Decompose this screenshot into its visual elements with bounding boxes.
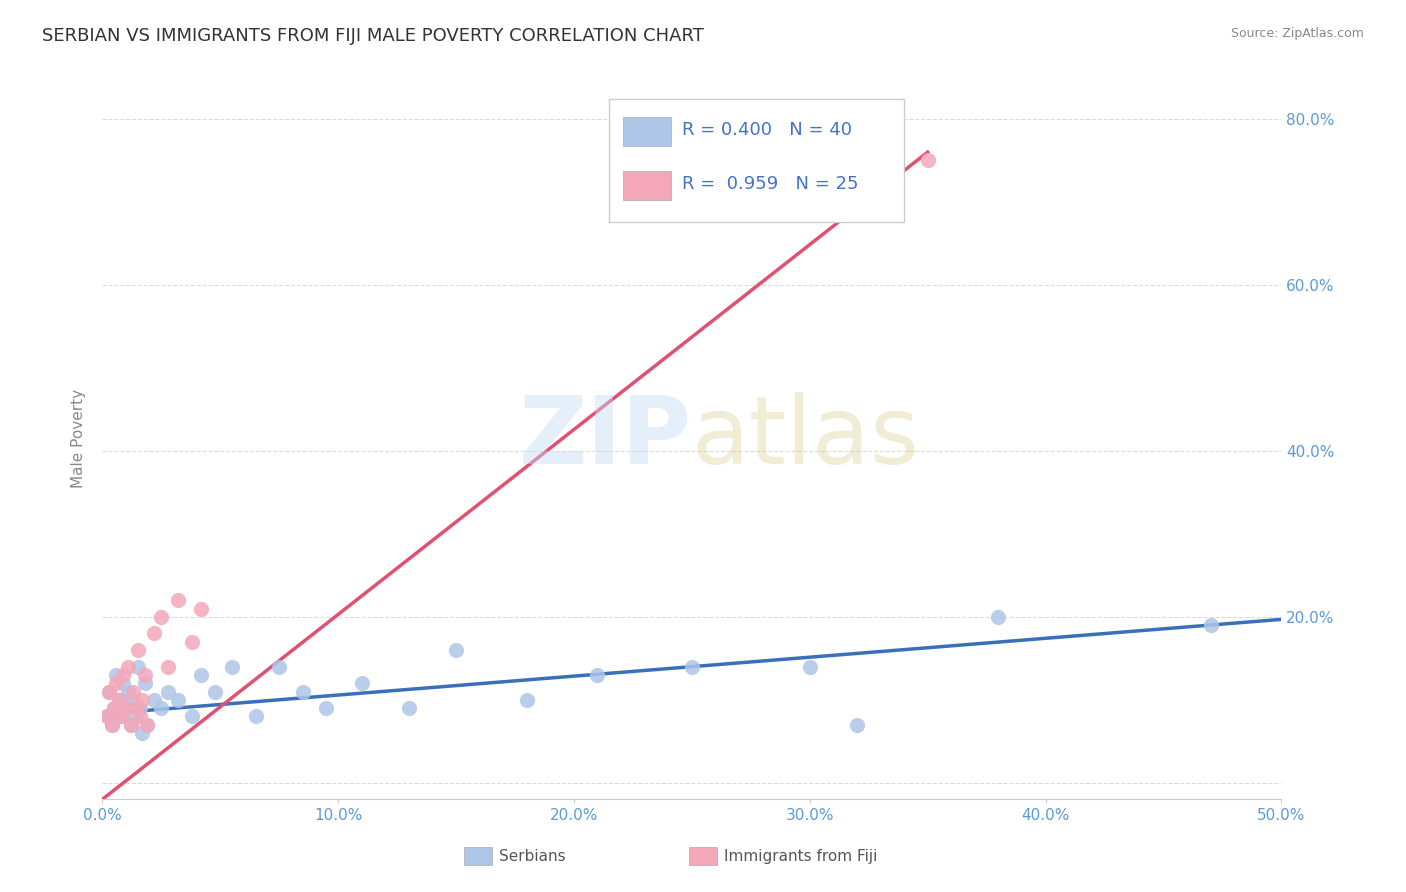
Point: [398, 701, 420, 715]
Point: [134, 668, 156, 682]
Point: [129, 701, 152, 715]
Point: [124, 701, 146, 715]
Point: [124, 709, 146, 723]
Point: [180, 709, 202, 723]
Point: [143, 626, 166, 640]
Point: [516, 693, 538, 707]
FancyBboxPatch shape: [623, 171, 671, 200]
Text: Serbians: Serbians: [499, 849, 565, 863]
Point: [122, 684, 145, 698]
Point: [845, 718, 868, 732]
Point: [180, 634, 202, 648]
Point: [129, 709, 152, 723]
Point: [107, 693, 129, 707]
Point: [131, 693, 153, 707]
Point: [110, 709, 132, 723]
Point: [190, 601, 212, 615]
Y-axis label: Male Poverty: Male Poverty: [72, 389, 86, 488]
Text: R =  0.959   N = 25: R = 0.959 N = 25: [682, 176, 859, 194]
Point: [166, 693, 188, 707]
Text: Source: ZipAtlas.com: Source: ZipAtlas.com: [1230, 27, 1364, 40]
Point: [110, 709, 132, 723]
Point: [190, 668, 212, 682]
Point: [143, 693, 166, 707]
Point: [586, 668, 609, 682]
Point: [96, 709, 118, 723]
FancyBboxPatch shape: [623, 117, 671, 146]
Point: [122, 693, 145, 707]
Point: [98, 684, 121, 698]
Point: [103, 701, 125, 715]
Text: ZIP: ZIP: [519, 392, 692, 484]
Point: [221, 659, 243, 673]
Point: [100, 718, 122, 732]
Text: R = 0.400   N = 40: R = 0.400 N = 40: [682, 121, 852, 139]
Point: [105, 676, 128, 690]
Point: [103, 701, 125, 715]
Point: [98, 684, 121, 698]
Point: [136, 718, 159, 732]
Point: [120, 718, 142, 732]
Point: [150, 701, 173, 715]
Point: [681, 659, 703, 673]
Point: [136, 718, 159, 732]
Text: SERBIAN VS IMMIGRANTS FROM FIJI MALE POVERTY CORRELATION CHART: SERBIAN VS IMMIGRANTS FROM FIJI MALE POV…: [42, 27, 704, 45]
Point: [315, 701, 337, 715]
Bar: [609, 99, 904, 222]
Point: [166, 593, 188, 607]
Point: [799, 659, 821, 673]
Text: atlas: atlas: [692, 392, 920, 484]
Point: [204, 684, 226, 698]
Point: [96, 709, 118, 723]
Point: [291, 684, 314, 698]
Point: [917, 153, 939, 168]
Point: [127, 659, 149, 673]
Point: [131, 726, 153, 740]
Point: [1199, 618, 1222, 632]
Point: [117, 684, 139, 698]
Point: [350, 676, 373, 690]
Point: [105, 668, 128, 682]
Point: [117, 659, 139, 673]
Point: [127, 643, 149, 657]
Point: [100, 718, 122, 732]
Text: Immigrants from Fiji: Immigrants from Fiji: [724, 849, 877, 863]
Point: [267, 659, 290, 673]
Point: [112, 668, 135, 682]
Point: [987, 610, 1010, 624]
Point: [114, 701, 136, 715]
Point: [112, 676, 135, 690]
Point: [107, 693, 129, 707]
Point: [150, 610, 173, 624]
Point: [157, 659, 180, 673]
Point: [444, 643, 467, 657]
Point: [114, 701, 136, 715]
Point: [120, 718, 142, 732]
Point: [245, 709, 267, 723]
Point: [157, 684, 180, 698]
Point: [134, 676, 156, 690]
